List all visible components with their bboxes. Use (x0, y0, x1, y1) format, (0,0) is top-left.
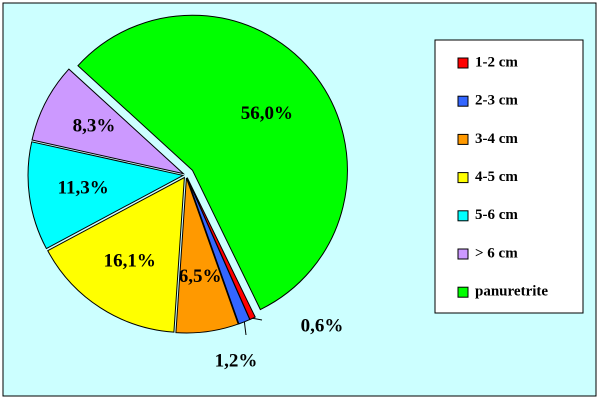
pie-slice (31, 68, 186, 175)
leader-line (252, 317, 263, 321)
legend-label: 3-4 cm (475, 131, 518, 147)
data-label: 11,3% (58, 177, 109, 198)
data-label: 0,6% (301, 315, 344, 336)
legend-label: 2-3 cm (475, 93, 518, 109)
pie-slice (27, 141, 185, 250)
data-label: 1,2% (215, 350, 258, 371)
legend-label: 5-6 cm (475, 207, 518, 223)
legend-swatch (457, 57, 469, 69)
legend-swatch (457, 210, 469, 222)
legend-label: > 6 cm (475, 245, 518, 261)
legend-swatch (457, 286, 469, 298)
legend-swatch (457, 248, 469, 260)
legend-swatch (457, 172, 469, 184)
data-label: 6,5% (179, 266, 222, 287)
pie-slice (175, 177, 239, 334)
data-label: 16,1% (104, 251, 156, 272)
legend-swatch (457, 133, 469, 145)
pie-slice (47, 176, 185, 333)
legend-label: panuretrite (475, 284, 548, 300)
legend-label: 4-5 cm (475, 169, 518, 185)
data-label: 8,3% (73, 116, 116, 137)
data-label: 56,0% (241, 103, 293, 124)
leader-line (243, 321, 247, 336)
legend-swatch (457, 95, 469, 107)
pie-slice (77, 14, 348, 311)
legend-label: 1-2 cm (475, 54, 518, 70)
